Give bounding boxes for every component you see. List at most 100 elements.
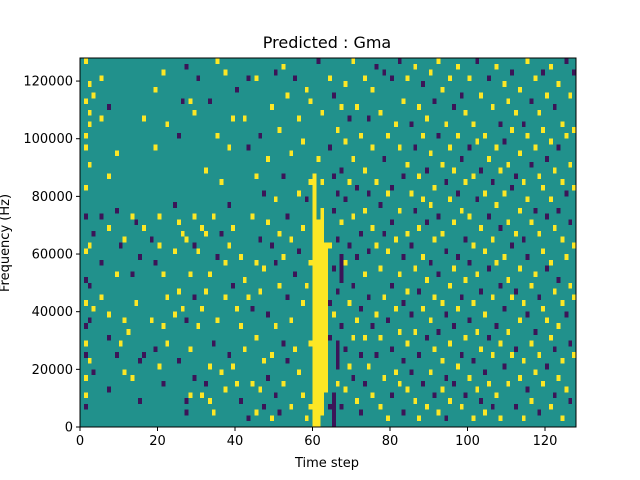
heatmap-cell (417, 225, 421, 231)
heatmap-cell (545, 213, 549, 220)
heatmap-cell (347, 115, 352, 122)
heatmap-cell (463, 109, 468, 116)
heatmap-cell (463, 334, 468, 341)
heatmap-cell (343, 346, 348, 353)
heatmap-cell (328, 300, 332, 306)
heatmap-cell (262, 403, 266, 410)
heatmap-cell (351, 156, 356, 162)
heatmap-cell (533, 207, 538, 214)
heatmap-cell (552, 104, 557, 110)
heatmap-cell (405, 230, 410, 237)
heatmap-cell (99, 115, 104, 122)
heatmap-cell (107, 334, 111, 341)
heatmap-cell (378, 202, 383, 208)
heatmap-cell (343, 196, 348, 203)
heatmap-cell (107, 173, 111, 180)
heatmap-cell (269, 242, 274, 249)
heatmap-cell (200, 225, 204, 231)
heatmap-cell (506, 98, 511, 105)
heatmap-cell (486, 380, 491, 387)
heatmap-cell (308, 179, 313, 185)
heatmap-cell (130, 271, 135, 278)
heatmap-cell (204, 230, 208, 237)
heatmap-cell (506, 277, 511, 283)
heatmap-cell (490, 104, 495, 110)
x-tick-label: 40 (227, 434, 244, 449)
heatmap-cell (533, 369, 538, 376)
heatmap-cell (475, 328, 480, 335)
heatmap-cell (269, 415, 274, 422)
heatmap-cell (223, 259, 228, 266)
heatmap-cell (215, 58, 220, 64)
heatmap-cell (506, 380, 511, 387)
heatmap-cell (165, 121, 170, 128)
heatmap-cell (401, 357, 406, 364)
heatmap-cell (242, 346, 247, 353)
x-axis-label: Time step (294, 456, 359, 471)
heatmap-cell (297, 248, 301, 255)
heatmap-cell (362, 271, 367, 278)
heatmap-cell (475, 138, 480, 145)
heatmap-cell (277, 282, 282, 289)
heatmap-cell (448, 398, 452, 404)
heatmap-cell (328, 144, 332, 151)
heatmap-cell (83, 340, 88, 347)
heatmap-cell (405, 340, 410, 347)
heatmap-cell (525, 254, 530, 260)
heatmap-cell (432, 346, 437, 353)
heatmap-cell (552, 225, 557, 231)
heatmap-cell (382, 230, 387, 237)
heatmap-cell (91, 369, 96, 376)
heatmap-cell (537, 173, 542, 180)
heatmap-cell (300, 138, 305, 145)
heatmap-cell (289, 317, 294, 324)
heatmap-cell (533, 75, 538, 82)
heatmap-cell (475, 271, 480, 278)
heatmap-cell (459, 92, 464, 99)
heatmap-cell (471, 357, 476, 364)
heatmap-cell (572, 184, 576, 191)
heatmap-cell (498, 415, 503, 422)
heatmap-cell (444, 248, 449, 255)
heatmap-cell (87, 282, 92, 289)
heatmap-cell (564, 58, 569, 64)
heatmap-cell (204, 288, 208, 295)
heatmap-cell (475, 386, 480, 393)
heatmap-cell (448, 144, 452, 151)
heatmap-cell (138, 398, 142, 404)
y-tick-label: 20000 (32, 363, 73, 378)
heatmap-cell (502, 305, 507, 312)
heatmap-cell (537, 109, 542, 116)
heatmap-cell (424, 115, 429, 122)
heatmap-cell (459, 207, 464, 214)
heatmap-cell (266, 156, 270, 162)
heatmap-cell (273, 259, 278, 266)
heatmap-cell (180, 98, 185, 105)
heatmap-cell (273, 323, 278, 329)
heatmap-cell (393, 305, 398, 312)
heatmap-cell (517, 86, 522, 93)
heatmap-cell (417, 173, 421, 180)
heatmap-cell (165, 294, 170, 301)
heatmap-cell (91, 305, 96, 312)
heatmap-cell (479, 92, 483, 99)
heatmap-cell (502, 254, 507, 260)
heatmap-cell (397, 380, 402, 387)
heatmap-cell (502, 81, 507, 87)
heatmap-cell (83, 375, 88, 381)
heatmap-cell (366, 190, 371, 197)
plot-frame (79, 57, 577, 428)
heatmap-cell (192, 213, 197, 220)
heatmap-cell (440, 86, 445, 93)
heatmap-cell (556, 81, 561, 87)
heatmap-cell (517, 150, 522, 157)
heatmap-cell (192, 109, 197, 116)
heatmap-cell (122, 317, 127, 324)
heatmap-cell (502, 190, 507, 197)
heatmap-cell (521, 415, 526, 422)
heatmap-cell (452, 380, 456, 387)
heatmap-cell (184, 63, 189, 70)
heatmap-cell (297, 369, 301, 376)
heatmap-cell (83, 277, 88, 283)
heatmap-cell (246, 415, 251, 422)
